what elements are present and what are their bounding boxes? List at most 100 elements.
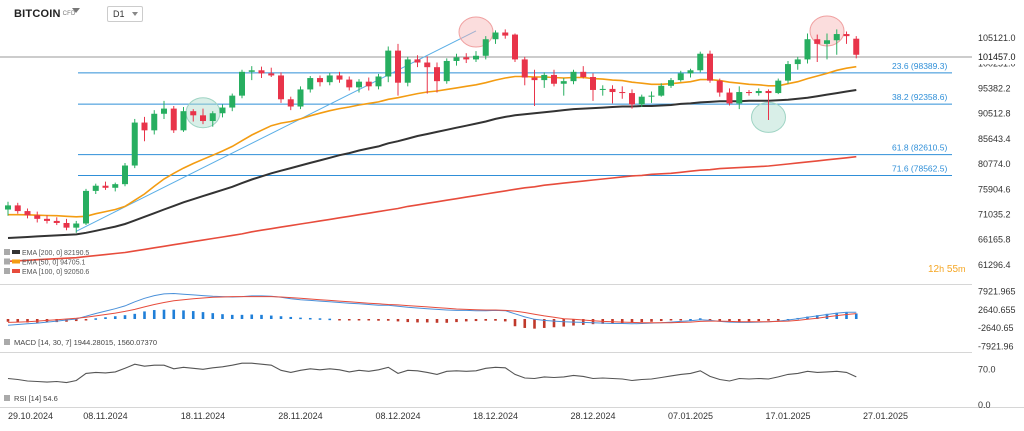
candle-body xyxy=(287,99,294,107)
candle-body xyxy=(551,74,557,84)
candle-body xyxy=(677,73,684,81)
candle-79 xyxy=(775,78,782,95)
price-tick-0: 105121.0 xyxy=(978,33,1016,43)
candle-body xyxy=(307,78,314,90)
candle-65 xyxy=(638,94,645,108)
candle-30 xyxy=(297,86,304,110)
ema-line-ema50 xyxy=(7,89,857,239)
candle-body xyxy=(356,81,362,88)
macd-bar-39 xyxy=(386,319,390,321)
macd-bar-25 xyxy=(250,314,254,319)
macd-bar-56 xyxy=(552,319,556,328)
candle-3 xyxy=(34,211,41,223)
candle-body xyxy=(346,79,353,88)
candle-body xyxy=(258,70,265,74)
candle-body xyxy=(34,215,41,219)
candle-body xyxy=(697,53,704,71)
candle-body xyxy=(122,165,128,185)
candle-body xyxy=(395,50,401,83)
candle-22 xyxy=(219,104,226,118)
price-tick-7: 71035.2 xyxy=(978,210,1011,220)
ema-line-ema20 xyxy=(8,65,857,218)
candle-body xyxy=(590,77,596,90)
macd-bar-41 xyxy=(406,319,410,323)
macd-bar-48 xyxy=(474,319,478,322)
candle-body xyxy=(541,74,548,81)
macd-bar-83 xyxy=(815,315,819,319)
candle-body xyxy=(638,96,645,105)
macd-bar-72 xyxy=(708,319,712,321)
candle-87 xyxy=(853,36,860,59)
ema-legend-swatch-2 xyxy=(12,269,20,273)
price-tick-9: 61296.4 xyxy=(978,260,1011,270)
symbol-selector[interactable]: BITCOIN CFD xyxy=(14,8,76,20)
timeframe-selector[interactable]: D1 xyxy=(107,6,143,22)
candle-body xyxy=(92,185,99,191)
ema-legend-swatch-0 xyxy=(12,250,20,254)
candle-body xyxy=(180,111,187,131)
macd-bar-51 xyxy=(503,319,507,322)
candle-36 xyxy=(356,79,362,93)
macd-bar-27 xyxy=(269,315,273,319)
macd-tick-3: -7921.96 xyxy=(978,341,1014,351)
candle-39 xyxy=(385,46,392,83)
candle-body xyxy=(824,40,830,44)
candle-body xyxy=(648,95,655,97)
candle-1 xyxy=(14,202,21,214)
candle-body xyxy=(707,53,713,81)
candle-70 xyxy=(687,68,694,78)
macd-bar-78 xyxy=(767,319,770,321)
candle-body xyxy=(531,77,538,81)
candle-body xyxy=(14,205,21,212)
candle-63 xyxy=(619,86,626,99)
macd-bar-87 xyxy=(854,313,858,319)
macd-bar-14 xyxy=(143,311,146,319)
candle-7 xyxy=(73,220,80,233)
candle-body xyxy=(453,57,460,61)
candle-body xyxy=(248,70,255,72)
macd-line-signal xyxy=(7,296,857,324)
candle-body xyxy=(414,59,421,63)
candle-body xyxy=(482,39,489,56)
candle-31 xyxy=(307,75,314,93)
macd-bar-33 xyxy=(328,318,332,321)
candle-60 xyxy=(590,73,596,101)
macd-bar-47 xyxy=(464,319,468,322)
countdown-part-3: m xyxy=(958,264,966,274)
candle-body xyxy=(736,92,743,104)
candle-body xyxy=(570,71,577,82)
macd-bar-71 xyxy=(698,318,702,320)
macd-bar-7 xyxy=(74,319,78,322)
candle-2 xyxy=(24,208,31,219)
candle-14 xyxy=(141,116,148,142)
macd-bar-28 xyxy=(279,316,283,319)
macd-bar-2 xyxy=(26,319,29,323)
macd-bar-49 xyxy=(484,319,488,321)
symbol-dropdown-caret-icon[interactable] xyxy=(72,8,80,13)
macd-bar-11 xyxy=(113,316,117,319)
candle-6 xyxy=(63,218,70,231)
candle-75 xyxy=(736,86,743,110)
candle-16 xyxy=(161,100,167,119)
candle-59 xyxy=(580,66,587,79)
candle-40 xyxy=(395,43,401,96)
candle-body xyxy=(424,62,431,68)
candle-32 xyxy=(317,75,323,87)
candle-27 xyxy=(268,67,275,78)
ema-line-ema100 xyxy=(7,155,857,263)
last-price-tag-bg xyxy=(972,50,1024,65)
countdown-part-2: 55 xyxy=(944,264,958,275)
candle-10 xyxy=(102,181,109,190)
candle-body xyxy=(492,32,499,40)
candle-body xyxy=(200,115,206,122)
candle-19 xyxy=(190,109,197,122)
candle-body xyxy=(239,71,245,96)
price-tick-5: 80774.0 xyxy=(978,159,1011,169)
macd-bar-20 xyxy=(201,312,205,319)
macd-bar-37 xyxy=(367,319,371,321)
date-label-8: 17.01.2025 xyxy=(765,411,810,421)
price-tick-8: 66165.8 xyxy=(978,235,1011,245)
macd-bar-15 xyxy=(152,310,156,319)
candle-28 xyxy=(278,72,284,103)
